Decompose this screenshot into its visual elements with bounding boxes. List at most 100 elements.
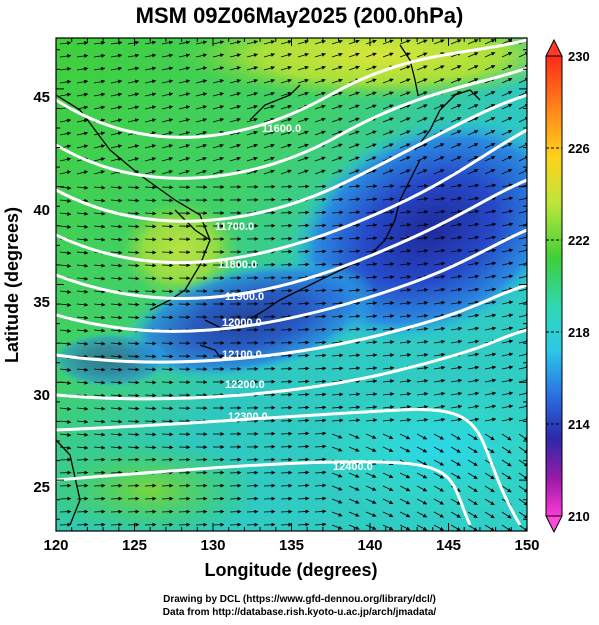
wind-arrow (450, 248, 463, 253)
x-tick-labels: 120 125 130 135 140 145 150 (43, 537, 539, 554)
colorbar-max-arrow (545, 38, 563, 57)
wind-arrow (416, 117, 428, 123)
wind-arrow (399, 184, 412, 188)
wind-arrow (127, 522, 140, 527)
wind-arrow (484, 287, 497, 292)
contour-12450 (56, 460, 472, 526)
wind-arrow (382, 169, 394, 175)
wind-arrow (501, 168, 513, 175)
wind-arrow (501, 155, 513, 162)
wind-arrow (484, 209, 497, 214)
wind-arrow (348, 236, 361, 241)
wind-arrow (382, 104, 394, 110)
cool-region-south (310, 380, 527, 520)
wind-arrow (110, 79, 123, 84)
wind-arrow (110, 341, 123, 346)
wind-arrow (501, 248, 514, 253)
wind-arrow (365, 379, 378, 384)
wind-arrow (382, 143, 394, 149)
wind-arrow (365, 353, 378, 358)
wind-arrow (433, 78, 445, 84)
wind-arrow (93, 315, 106, 320)
wind-arrow (76, 470, 89, 475)
wind-arrow (331, 156, 343, 162)
wind-arrow (110, 522, 123, 527)
wind-arrow (382, 249, 395, 254)
wind-arrow (314, 327, 327, 332)
wind-arrow (297, 418, 310, 423)
wind-arrow (484, 235, 497, 240)
wind-arrow (501, 91, 513, 97)
wind-arrow (263, 130, 275, 136)
wind-arrow (348, 392, 361, 397)
wind-arrow (76, 380, 89, 385)
wind-arrow (195, 40, 208, 45)
wind-arrow (433, 183, 446, 188)
wind-arrow (59, 198, 72, 203)
wind-arrow (144, 509, 157, 514)
wind-arrow (297, 169, 309, 175)
wind-arrow (416, 326, 429, 331)
wind-arrow (314, 496, 327, 501)
wind-arrow (467, 235, 480, 240)
wind-arrow (110, 66, 123, 71)
wind-arrow (416, 65, 428, 71)
wind-arrow (467, 524, 478, 531)
wind-arrow (161, 144, 173, 149)
wind-arrow (144, 522, 157, 527)
wind-arrow (76, 445, 89, 450)
wind-arrow (314, 340, 327, 345)
wind-arrow (246, 457, 259, 462)
wind-arrow (416, 222, 429, 227)
wind-arrow (59, 419, 72, 424)
wind-arrow (331, 52, 343, 58)
wind-arrow (229, 40, 242, 45)
wind-arrow (399, 65, 411, 71)
wind-arrow (450, 524, 461, 531)
wind-arrow (110, 237, 123, 242)
wind-arrow (297, 143, 309, 149)
wind-arrow (450, 498, 461, 505)
wind-arrow (144, 198, 157, 203)
wind-arrow (314, 483, 327, 488)
wind-arrow (365, 104, 377, 110)
wind-arrow (518, 352, 527, 357)
wind-arrow (110, 263, 123, 268)
wind-arrow (195, 483, 208, 488)
wind-arrow (501, 261, 514, 266)
wind-arrow (416, 404, 429, 409)
wind-arrow (144, 250, 157, 255)
wind-arrow (76, 185, 89, 190)
wind-arrow (416, 485, 428, 492)
wind-arrow (59, 406, 72, 411)
wind-arrow (59, 457, 72, 462)
wind-arrow (229, 105, 241, 110)
wind-arrow (127, 250, 140, 255)
wind-arrow (263, 457, 276, 462)
wind-arrow (365, 223, 378, 228)
wind-arrow (144, 185, 157, 190)
wind-arrow (348, 91, 360, 97)
wind-arrow (144, 432, 157, 437)
wind-arrow (365, 249, 378, 254)
wind-arrow (518, 78, 527, 84)
wind-arrow (365, 314, 378, 319)
wind-arrow (93, 170, 105, 175)
warm-region-north (180, 38, 527, 100)
wind-arrow (433, 498, 444, 505)
wind-arrow (433, 404, 446, 409)
colorbar-label: 210 (568, 509, 590, 524)
wind-arrow (280, 169, 292, 175)
wind-arrow (399, 288, 412, 292)
wind-arrow (348, 405, 361, 410)
wind-arrow (382, 197, 395, 202)
wind-arrow (212, 169, 224, 175)
wind-arrow (501, 39, 513, 45)
wind-arrow (76, 118, 89, 123)
wind-arrow (280, 275, 293, 280)
wind-arrow (348, 52, 360, 58)
wind-arrow (212, 105, 224, 110)
wind-arrow (246, 522, 259, 527)
wind-arrow (501, 511, 512, 519)
wind-arrow (161, 341, 174, 346)
